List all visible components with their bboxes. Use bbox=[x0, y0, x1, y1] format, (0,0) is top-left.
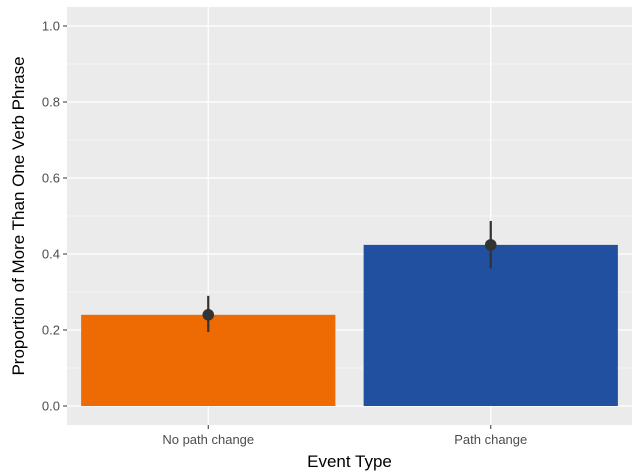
x-tick-label: Path change bbox=[454, 432, 527, 447]
mean-point bbox=[202, 309, 215, 321]
y-axis-title: Proportion of More Than One Verb Phrase bbox=[9, 56, 28, 375]
bar bbox=[363, 244, 618, 406]
y-tick-label: 0.0 bbox=[42, 399, 60, 414]
x-axis: No path change Path change bbox=[162, 425, 527, 447]
bars bbox=[81, 244, 618, 406]
y-tick-label: 0.2 bbox=[42, 323, 60, 338]
y-tick-label: 0.8 bbox=[42, 95, 60, 110]
x-axis-title: Event Type bbox=[307, 452, 392, 471]
y-tick-label: 1.0 bbox=[42, 19, 60, 34]
x-tick-label: No path change bbox=[162, 432, 254, 447]
y-tick-label: 0.6 bbox=[42, 171, 60, 186]
error-bars bbox=[202, 220, 497, 332]
y-axis: 0.0 0.2 0.4 0.6 0.8 1.0 bbox=[42, 19, 67, 414]
y-tick-label: 0.4 bbox=[42, 247, 60, 262]
mean-point bbox=[484, 239, 497, 251]
